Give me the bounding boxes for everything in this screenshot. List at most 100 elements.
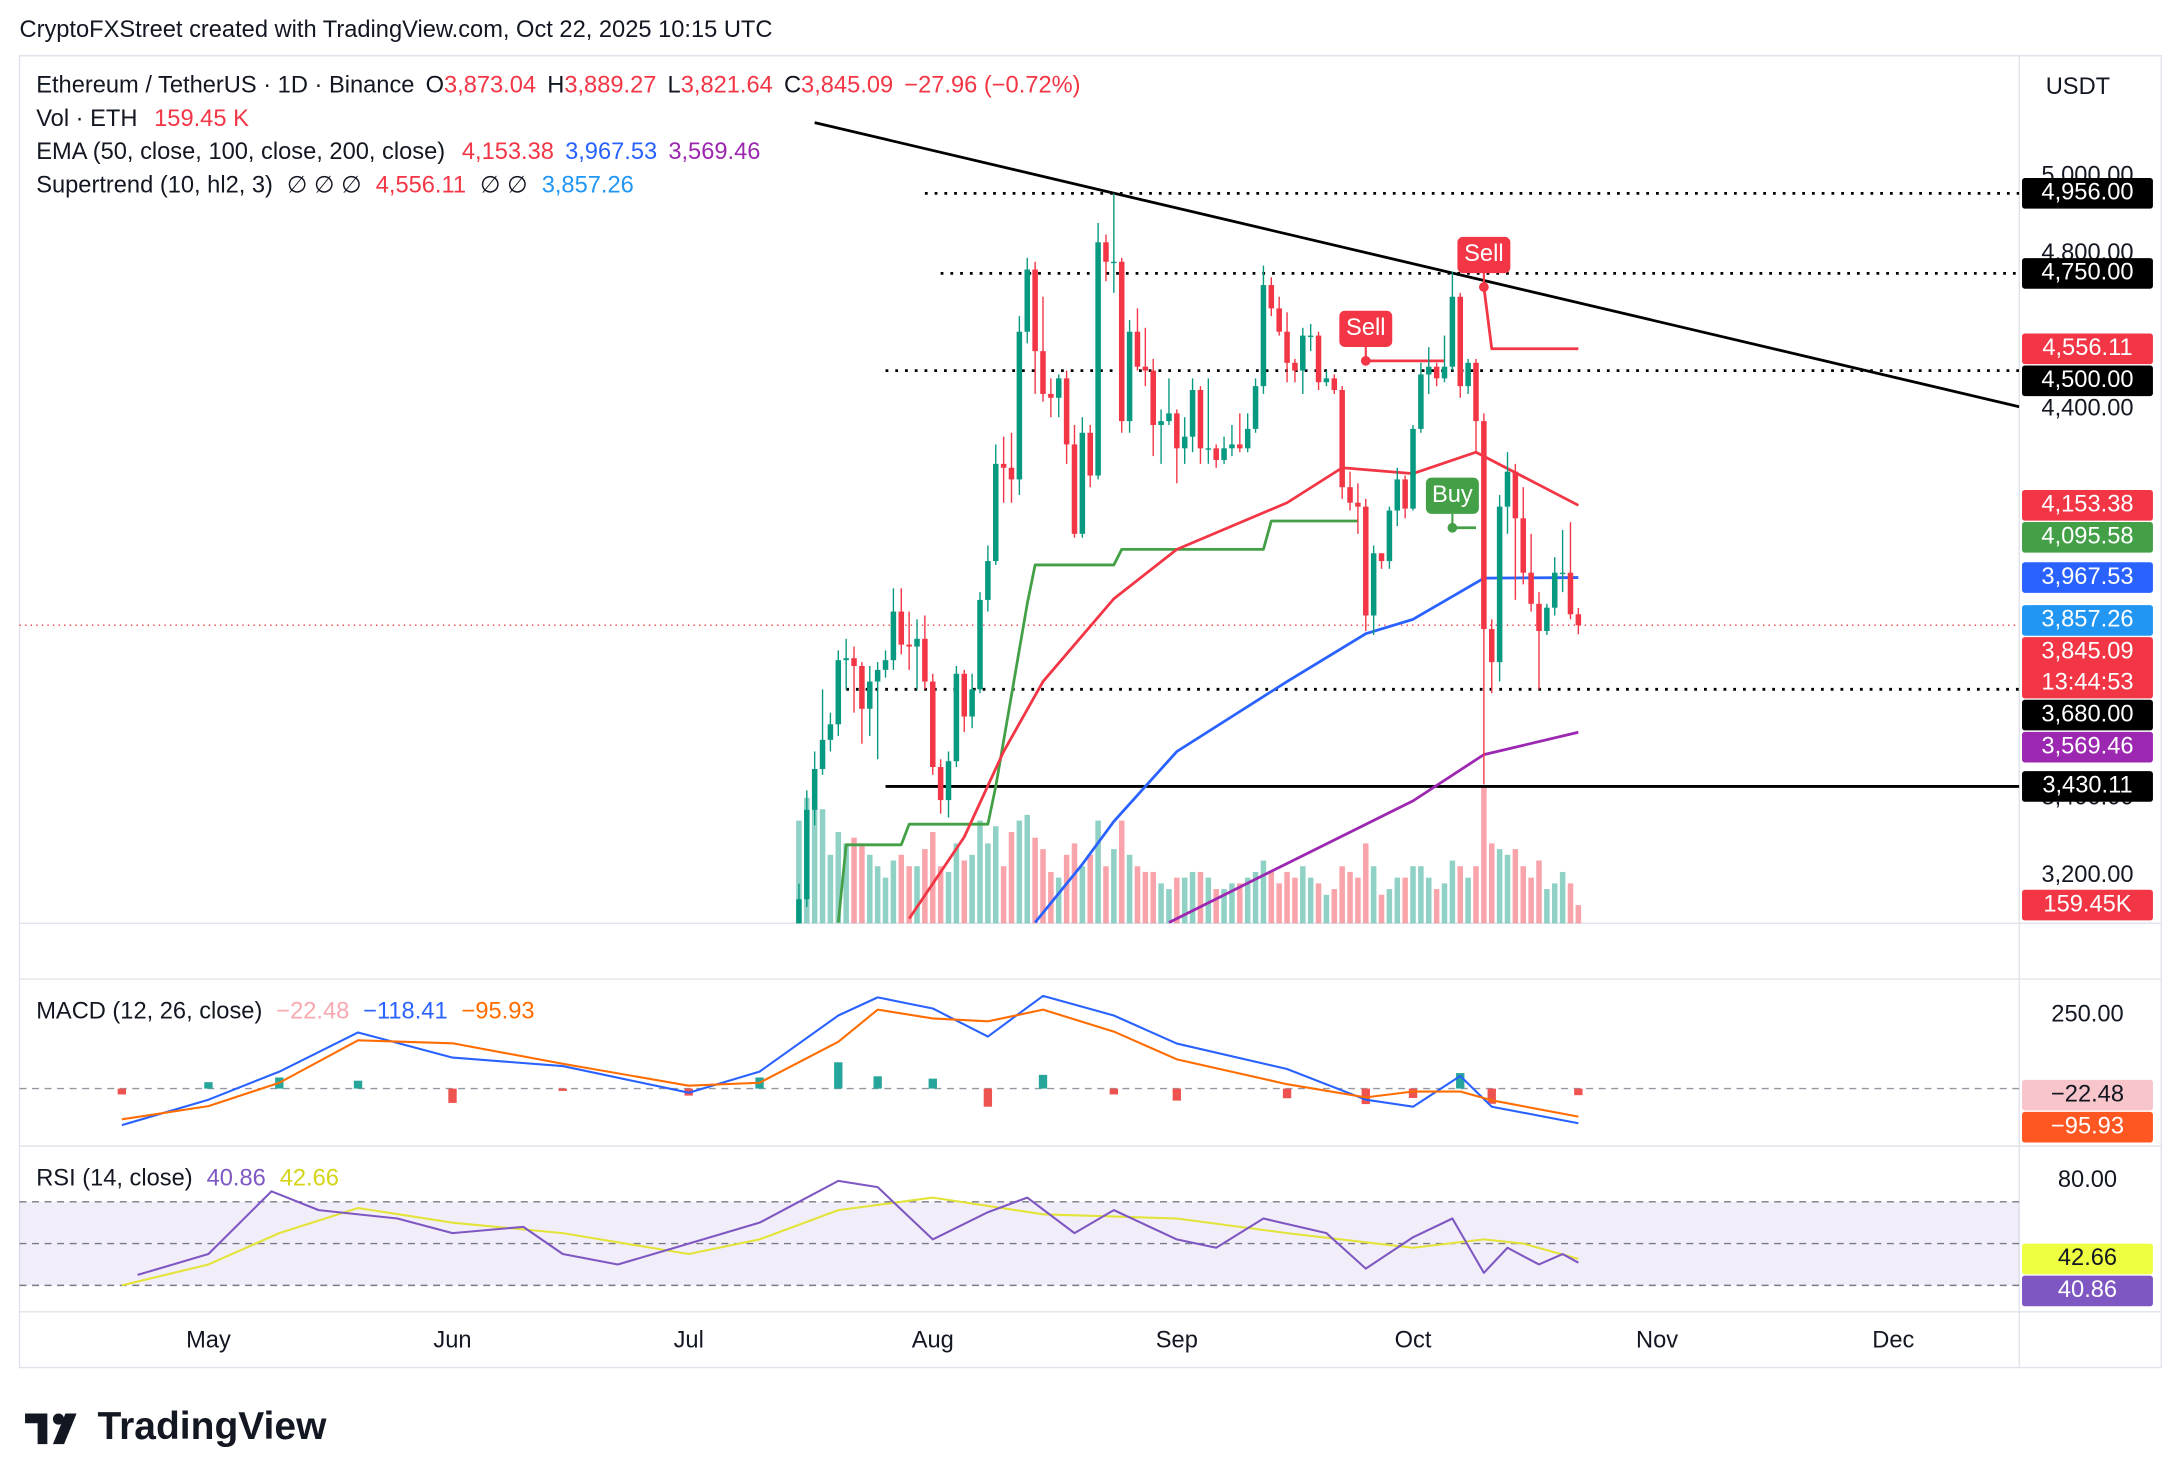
legend-value: 3,845.09 xyxy=(801,73,893,99)
price-pane: Sell Buy Sell xyxy=(19,121,2020,924)
volume-bar xyxy=(906,866,912,924)
volume-bar xyxy=(922,849,928,924)
price-badge xyxy=(2022,699,2153,731)
supertrend-down xyxy=(1365,286,1579,363)
volume-bar xyxy=(1244,877,1251,924)
candle-body xyxy=(1197,390,1204,449)
candle-body xyxy=(1268,285,1275,309)
ema-line xyxy=(1034,576,1579,924)
candle-body xyxy=(1142,366,1149,371)
candle-body xyxy=(819,739,826,770)
volume-bar xyxy=(1024,814,1030,924)
x-tick-label: Sep xyxy=(1156,1327,1198,1353)
x-tick-label: Nov xyxy=(1636,1327,1678,1353)
volume-bar xyxy=(1457,866,1464,924)
price-badge-label: 159.45K xyxy=(2043,891,2131,917)
macd-histogram-bar xyxy=(558,1088,567,1091)
legend-key: O xyxy=(426,73,444,99)
candle-body xyxy=(874,669,881,682)
volume-bar xyxy=(1174,877,1180,924)
candle-body xyxy=(1032,269,1038,352)
volume-bar xyxy=(1071,843,1078,924)
trendline xyxy=(814,121,2020,409)
volume-bar xyxy=(1575,905,1582,924)
candle-body xyxy=(937,767,944,801)
price-badge-label: 3,569.46 xyxy=(2041,733,2133,759)
volume-bar xyxy=(1063,854,1070,924)
volume-bar xyxy=(882,877,889,924)
candle-body xyxy=(1016,331,1023,480)
macd-histogram-bar xyxy=(1456,1073,1465,1089)
x-tick-label: Jul xyxy=(674,1327,704,1353)
candle-body xyxy=(1111,261,1117,264)
price-badge-label: 42.66 xyxy=(2058,1245,2117,1271)
volume-bar xyxy=(1126,854,1133,924)
ema-line xyxy=(907,450,1579,920)
volume-bar xyxy=(898,854,905,924)
candle-body xyxy=(1433,366,1440,379)
volume-bar xyxy=(819,809,826,924)
volume-bar xyxy=(1103,866,1109,924)
candle-body xyxy=(1024,269,1030,332)
candle-body xyxy=(1284,331,1290,363)
candle-body xyxy=(906,644,912,647)
volume-bar xyxy=(843,843,849,924)
volume-bar xyxy=(969,854,975,924)
legend-key: RSI (14, close) xyxy=(36,1166,192,1192)
price-badge-label: 3,680.00 xyxy=(2041,701,2133,727)
ema-line xyxy=(1168,730,1579,924)
logo: TradingView xyxy=(25,1405,327,1448)
price-badge xyxy=(2022,1079,2153,1111)
candle-body xyxy=(1331,378,1338,391)
x-tick-label: Jun xyxy=(433,1327,471,1353)
volume-bar xyxy=(867,854,873,924)
price-badge-label: −22.48 xyxy=(2051,1081,2124,1107)
rsi-line xyxy=(137,1179,1579,1276)
price-badge-label: 4,153.38 xyxy=(2041,492,2133,518)
candle-body xyxy=(1520,518,1527,573)
candle-body xyxy=(1363,506,1369,616)
volume-bar xyxy=(930,831,936,924)
legend-key: Supertrend (10, hl2, 3) xyxy=(36,173,273,199)
volume-bar xyxy=(1528,877,1534,924)
rsi-pane xyxy=(19,1179,2020,1287)
macd-histogram-bar xyxy=(1282,1088,1292,1099)
price-badge xyxy=(2022,1243,2153,1275)
volume-bar xyxy=(1441,883,1448,924)
legend-ema: EMA (50, close, 100, close, 200, close) 4… xyxy=(36,139,760,165)
macd-histogram-bar xyxy=(1487,1088,1496,1104)
candle-body xyxy=(1512,471,1519,519)
volume-bar xyxy=(1331,889,1338,924)
candle-body xyxy=(1071,444,1078,534)
volume-bar xyxy=(1363,843,1369,924)
candle-body xyxy=(1221,448,1227,460)
volume-bar xyxy=(1402,877,1408,924)
candle-body xyxy=(804,809,810,900)
logo-text: TradingView xyxy=(97,1405,327,1448)
price-badge xyxy=(2022,771,2153,802)
macd-histogram-bar xyxy=(928,1078,937,1089)
volume-bar xyxy=(985,843,991,924)
y-tick-label: 3,200.00 xyxy=(2041,862,2133,888)
volume-bar xyxy=(1142,871,1149,924)
candle-body xyxy=(1095,242,1101,476)
candle-body xyxy=(1048,393,1054,398)
volume-bar xyxy=(1166,889,1172,924)
price-badge xyxy=(2022,258,2153,289)
legend-value: 3,857.26 xyxy=(542,173,634,199)
volume-bar xyxy=(1504,854,1511,924)
volume-bar xyxy=(1465,877,1471,924)
legend-value: −118.41 xyxy=(363,999,447,1025)
volume-bar xyxy=(1252,871,1259,924)
volume-bar xyxy=(1323,894,1330,924)
volume-bar xyxy=(1488,843,1495,924)
macd-histogram-bar xyxy=(983,1088,993,1107)
volume-bar xyxy=(992,826,999,924)
candle-body xyxy=(1040,351,1046,394)
volume-bar xyxy=(1205,877,1212,924)
candle-body xyxy=(1496,506,1503,663)
candle-body xyxy=(851,658,857,666)
candle-body xyxy=(1189,390,1196,437)
volume-bar xyxy=(1370,866,1377,924)
candle-body xyxy=(1323,378,1330,383)
